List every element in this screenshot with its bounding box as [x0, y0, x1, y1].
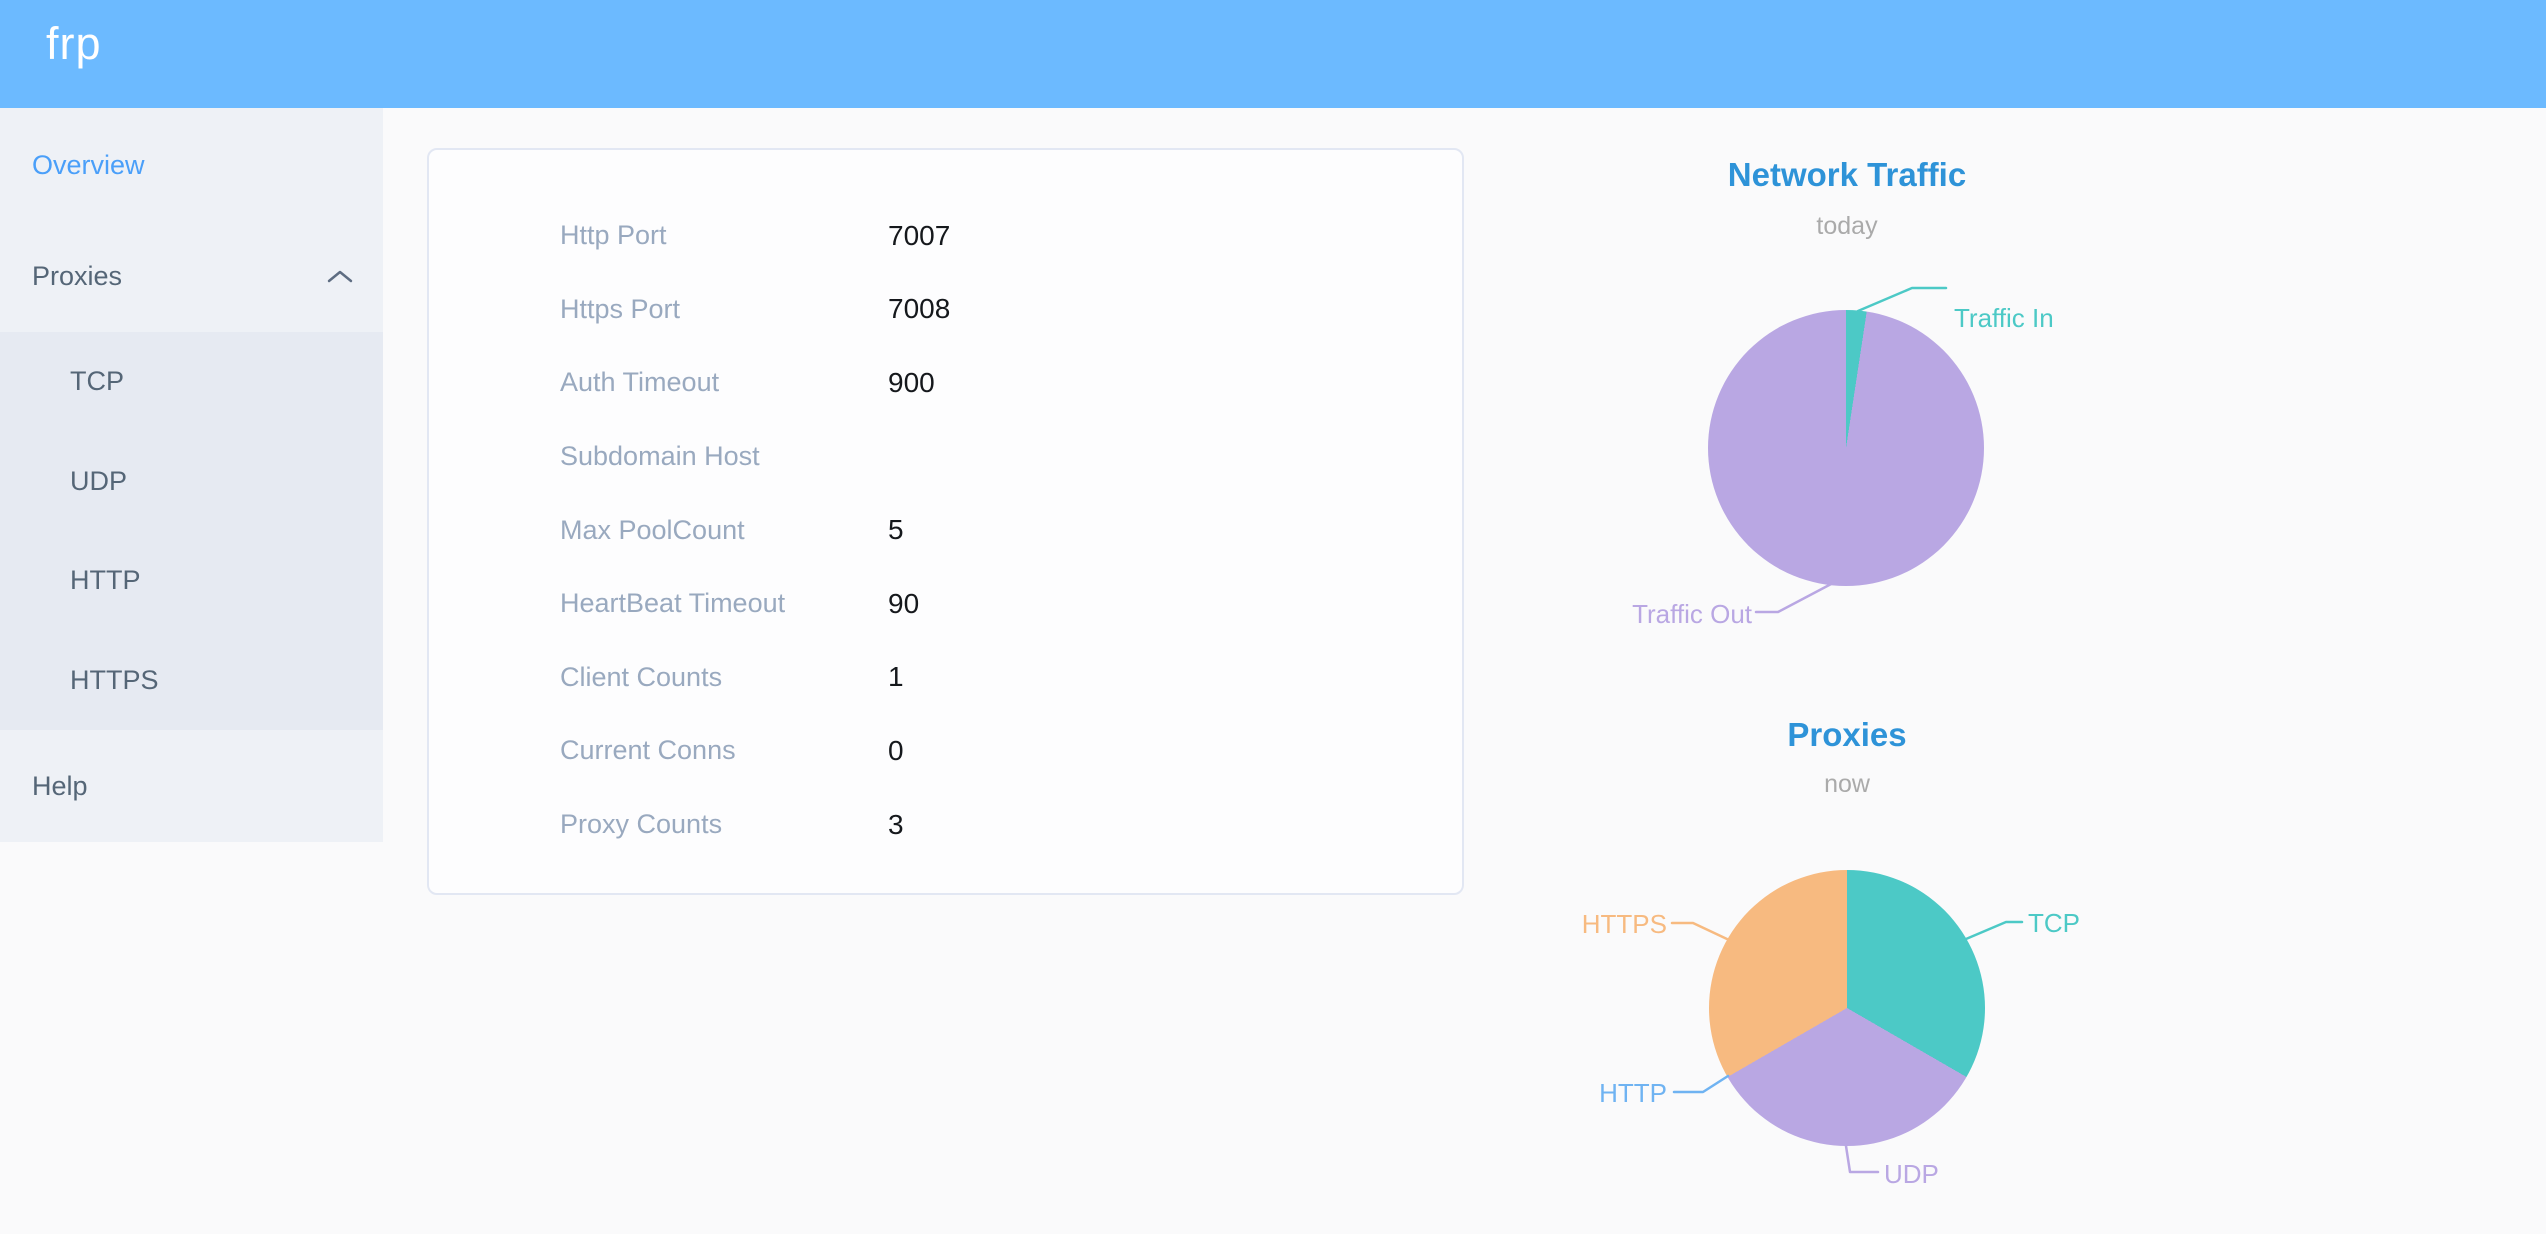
proxies-title: Proxies: [1787, 716, 1907, 753]
proxies-submenu: TCP UDP HTTP HTTPS: [0, 332, 383, 730]
sidebar-item-http[interactable]: HTTP: [0, 531, 383, 631]
info-row: Https Port 7008: [429, 273, 1462, 347]
info-label: Auth Timeout: [560, 367, 720, 398]
info-value: 90: [888, 587, 920, 619]
info-label: Http Port: [560, 220, 667, 251]
info-row: Current Conns 0: [429, 714, 1462, 788]
info-label: Client Counts: [560, 661, 723, 692]
info-label: Proxy Counts: [560, 809, 723, 840]
info-value: 7008: [888, 293, 951, 325]
pie-label-traffic-out: Traffic Out: [1632, 599, 1752, 629]
info-label: HeartBeat Timeout: [560, 588, 786, 619]
sidebar: Overview Proxies TCP UDP HTTP HTTPS Help: [0, 108, 383, 842]
sidebar-item-label: HTTPS: [70, 664, 159, 695]
server-info-rows: Http Port 7007 Https Port 7008 Auth Time…: [429, 199, 1462, 861]
sidebar-item-https[interactable]: HTTPS: [0, 631, 383, 731]
pie-label-http: HTTP: [1599, 1078, 1667, 1108]
info-label: Https Port: [560, 293, 681, 324]
sidebar-item-label: Overview: [32, 149, 145, 180]
sidebar-item-label: Help: [32, 770, 88, 801]
sidebar-item-overview[interactable]: Overview: [0, 110, 383, 220]
sidebar-item-label: HTTP: [70, 565, 141, 596]
pie-label-udp: UDP: [1884, 1159, 1939, 1189]
connector-http: [1672, 1074, 1730, 1094]
connector-udp: [1844, 1144, 1880, 1174]
sidebar-item-label: Proxies: [32, 260, 123, 291]
info-label: Max PoolCount: [560, 514, 745, 545]
sidebar-item-proxies[interactable]: Proxies: [0, 220, 383, 332]
connector-traffic-in: [1856, 286, 1948, 313]
pie-label-https: HTTPS: [1581, 909, 1667, 939]
network-traffic-title: Network Traffic: [1727, 156, 1967, 193]
info-value: 5: [888, 514, 904, 546]
pie-label-tcp: TCP: [2028, 908, 2080, 938]
sidebar-item-label: UDP: [70, 465, 128, 496]
pie-label-traffic-in: Traffic In: [1954, 303, 2054, 333]
chevron-up-icon[interactable]: [327, 269, 353, 283]
info-label: Subdomain Host: [560, 441, 760, 472]
proxies-subtitle: now: [1824, 770, 1870, 798]
header-bar: frp: [0, 0, 2546, 108]
connector-https: [1670, 921, 1729, 941]
info-row: Client Counts 1: [429, 641, 1462, 715]
network-traffic-subtitle: today: [1816, 212, 1878, 240]
sidebar-item-label: TCP: [70, 366, 124, 397]
info-value: 0: [888, 734, 904, 766]
sidebar-item-help[interactable]: Help: [0, 730, 383, 842]
info-row: Http Port 7007: [429, 199, 1462, 273]
info-value: 3: [888, 808, 904, 840]
connector-traffic-out: [1754, 581, 1835, 614]
sidebar-item-tcp[interactable]: TCP: [0, 332, 383, 432]
info-row: Proxy Counts 3: [429, 788, 1462, 862]
info-value: 1: [888, 661, 904, 693]
info-row: Auth Timeout 900: [429, 346, 1462, 420]
info-row: HeartBeat Timeout 90: [429, 567, 1462, 641]
info-label: Current Conns: [560, 735, 736, 766]
proxies-pie-chart: [1709, 870, 1985, 1146]
info-value: 900: [888, 366, 935, 398]
info-row: Subdomain Host: [429, 420, 1462, 494]
info-row: Max PoolCount 5: [429, 493, 1462, 567]
app-logo: frp: [46, 18, 102, 69]
sidebar-item-udp[interactable]: UDP: [0, 432, 383, 532]
network-traffic-pie-chart: [1708, 310, 1984, 586]
info-value: 7007: [888, 219, 951, 251]
server-info-card: Http Port 7007 Https Port 7008 Auth Time…: [427, 148, 1464, 895]
connector-tcp: [1964, 920, 2024, 941]
